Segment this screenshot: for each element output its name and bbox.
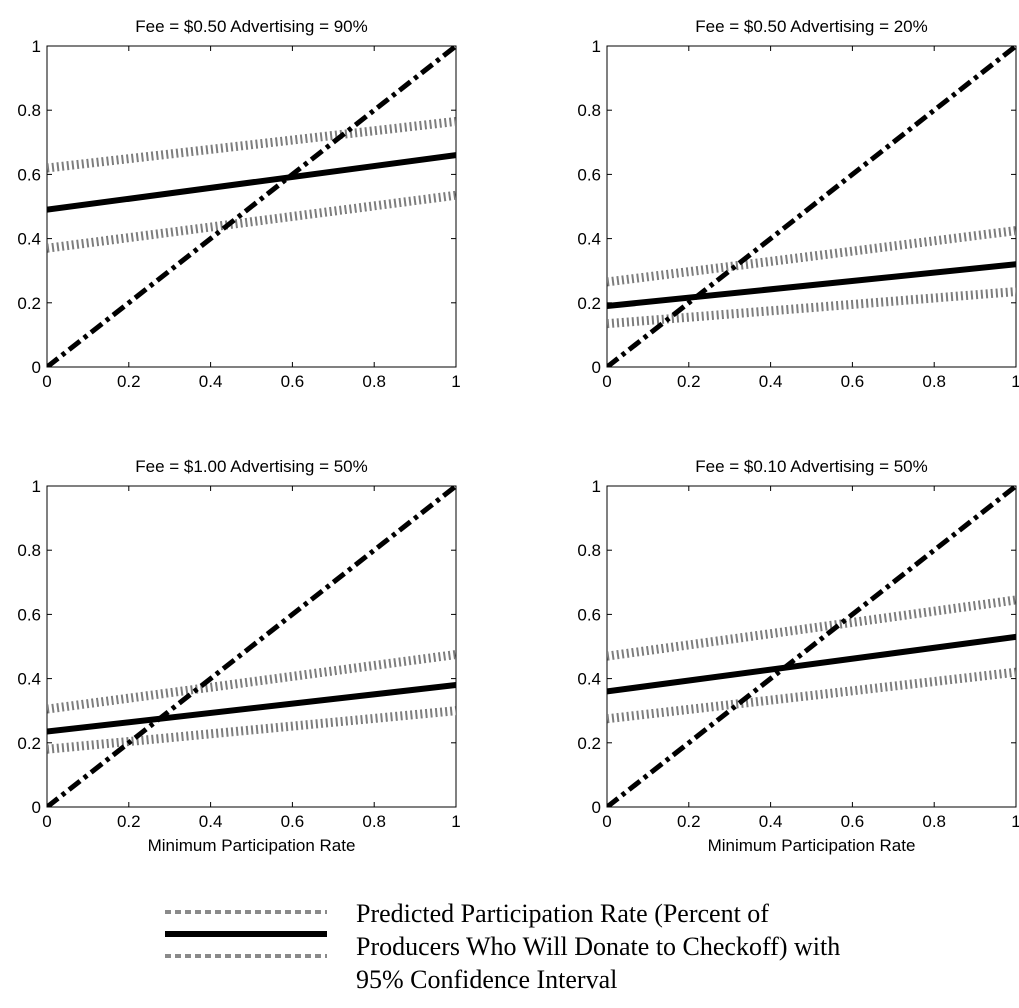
chart-panel-4: 0 0.2 0.4 0.6 0.8 1 0 0.2 0.4 0.6 0.8 1 Fee = $0.10 … <box>577 457 1019 855</box>
y-tick-label: 0.2 <box>577 294 601 313</box>
x-tick-label: 0.8 <box>362 372 386 391</box>
chart-title: Fee = $0.10 Advertising = 50% <box>695 457 928 476</box>
chart-title: Fee = $0.50 Advertising = 20% <box>695 17 928 36</box>
x-tick-label: 0.6 <box>841 372 865 391</box>
x-tick-label: 1 <box>1011 372 1019 391</box>
x-tick-label: 0.4 <box>199 812 223 831</box>
x-tick-label: 0.6 <box>281 812 305 831</box>
series-group <box>47 486 456 807</box>
legend-line-3: 95% Confidence Interval <box>356 965 617 994</box>
chart-panel-2: 0 0.2 0.4 0.6 0.8 1 0 0.2 0.4 0.6 0.8 1 Fee = $0.50 … <box>577 17 1019 391</box>
y-tick-label: 0.6 <box>17 165 41 184</box>
series-line-predicted <box>47 152 456 213</box>
series-line-predicted <box>607 633 1016 695</box>
series-line-lower <box>47 706 456 754</box>
y-tick-label: 0.4 <box>17 670 41 689</box>
y-tick-label: 0.4 <box>17 230 41 249</box>
legend-line-2: Producers Who Will Donate to Checkoff) w… <box>356 932 840 961</box>
y-tick-label: 0.6 <box>17 605 41 624</box>
x-tick-label: 0 <box>602 812 611 831</box>
chart-panel-1: 0 0.2 0.4 0.6 0.8 1 0 0.2 0.4 0.6 0.8 1 Fee = $0.50 … <box>17 17 460 391</box>
chart-title: Fee = $0.50 Advertising = 90% <box>135 17 368 36</box>
series-line-predicted <box>47 682 456 735</box>
x-tick-label: 0.6 <box>281 372 305 391</box>
series-group <box>607 486 1016 807</box>
series-line-lower <box>607 667 1016 724</box>
x-tick-label: 0.4 <box>759 812 783 831</box>
series-line-diagonal <box>47 46 456 367</box>
legend: Predicted Participation Rate (Percent of… <box>165 899 840 994</box>
series-line-upper <box>47 116 456 173</box>
series-line-lower <box>47 190 456 253</box>
series-line-lower <box>607 287 1016 329</box>
x-tick-label: 0 <box>602 372 611 391</box>
x-tick-label: 0 <box>42 372 51 391</box>
series-line-diagonal <box>607 46 1016 367</box>
x-tick-label: 1 <box>451 812 460 831</box>
y-tick-label: 0.2 <box>17 294 41 313</box>
y-tick-label: 1 <box>32 37 41 56</box>
x-tick-label: 0.8 <box>922 812 946 831</box>
y-tick-label: 0.6 <box>577 165 601 184</box>
x-tick-label: 0 <box>42 812 51 831</box>
plot-area <box>46 45 457 368</box>
series-group <box>607 46 1016 367</box>
x-tick-label: 0.2 <box>677 812 701 831</box>
y-tick-label: 0.8 <box>17 101 41 120</box>
x-tick-label: 0.4 <box>199 372 223 391</box>
legend-line-1: Predicted Participation Rate (Percent of <box>356 899 769 928</box>
x-tick-label: 0.2 <box>117 812 141 831</box>
series-line-predicted <box>607 261 1016 309</box>
x-tick-label: 0.2 <box>677 372 701 391</box>
x-tick-label: 1 <box>1011 812 1019 831</box>
series-line-upper <box>47 650 456 714</box>
x-tick-label: 0.2 <box>117 372 141 391</box>
y-tick-label: 1 <box>592 477 601 496</box>
plot-area <box>46 485 457 808</box>
series-line-diagonal <box>47 486 456 807</box>
y-tick-label: 0.2 <box>577 734 601 753</box>
y-tick-label: 0.6 <box>577 605 601 624</box>
y-tick-label: 0.8 <box>577 101 601 120</box>
y-tick-label: 0.4 <box>577 670 601 689</box>
x-tick-label: 0.6 <box>841 812 865 831</box>
y-tick-label: 0 <box>32 358 41 377</box>
y-tick-label: 0.8 <box>577 541 601 560</box>
plot-area <box>606 45 1017 368</box>
y-tick-label: 0.4 <box>577 230 601 249</box>
y-tick-label: 1 <box>32 477 41 496</box>
y-tick-label: 0 <box>592 358 601 377</box>
y-tick-label: 0.8 <box>17 541 41 560</box>
x-axis-label: Minimum Participation Rate <box>148 836 356 855</box>
x-tick-label: 0.8 <box>362 812 386 831</box>
plot-area <box>606 485 1017 808</box>
y-tick-label: 0 <box>32 798 41 817</box>
panels: 0 0.2 0.4 0.6 0.8 1 0 0.2 0.4 0.6 0.8 1 Fee = $0.50 … <box>17 17 1019 855</box>
y-tick-label: 1 <box>592 37 601 56</box>
x-axis-label: Minimum Participation Rate <box>708 836 916 855</box>
y-tick-label: 0 <box>592 798 601 817</box>
series-line-upper <box>607 595 1016 661</box>
series-line-diagonal <box>607 486 1016 807</box>
x-tick-label: 0.4 <box>759 372 783 391</box>
series-line-upper <box>607 226 1016 287</box>
x-tick-label: 1 <box>451 372 460 391</box>
chart-title: Fee = $1.00 Advertising = 50% <box>135 457 368 476</box>
series-group <box>47 46 456 367</box>
y-tick-label: 0.2 <box>17 734 41 753</box>
chart-panel-3: 0 0.2 0.4 0.6 0.8 1 0 0.2 0.4 0.6 0.8 1 Fee = $1.00 … <box>17 457 460 855</box>
x-tick-label: 0.8 <box>922 372 946 391</box>
